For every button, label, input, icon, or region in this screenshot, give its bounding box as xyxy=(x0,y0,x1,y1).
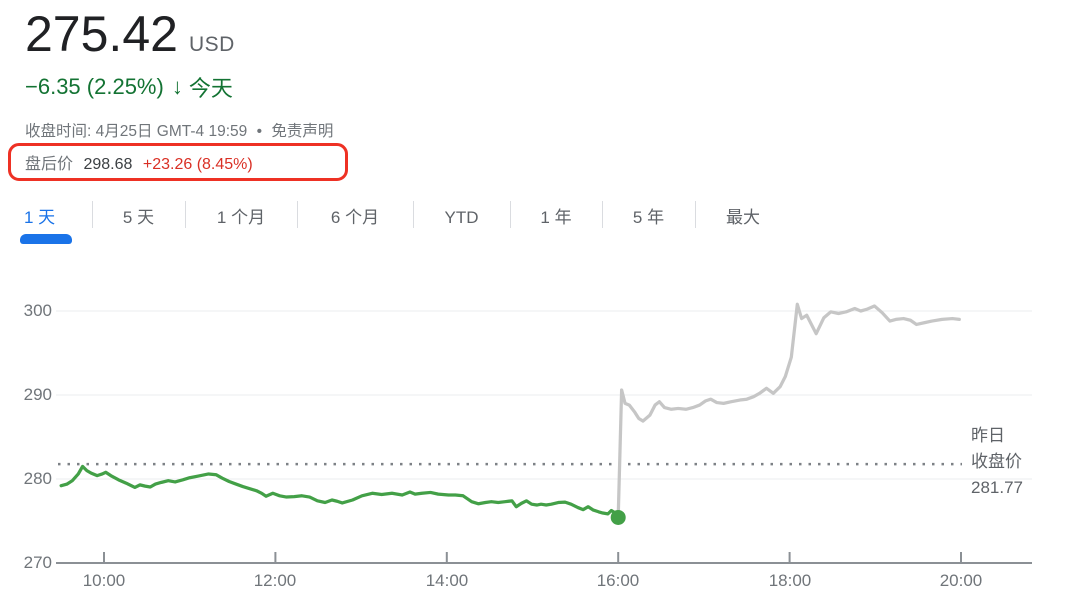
price-row: 275.42 USD xyxy=(25,4,235,64)
tab-1-month[interactable]: 1 个月 xyxy=(216,208,266,227)
tab-separator xyxy=(695,201,696,228)
tab-5-day[interactable]: 5 天 xyxy=(122,208,155,227)
after-hours-row: 盘后价 298.68 +23.26 (8.45%) xyxy=(25,150,253,174)
after-hours-price: 298.68 xyxy=(83,156,133,173)
tab-6-month[interactable]: 6 个月 xyxy=(330,208,380,227)
day-change-period: 今天 xyxy=(188,76,233,101)
tab-separator xyxy=(92,201,93,228)
y-axis-tick-label: 300 xyxy=(23,301,52,320)
x-axis-tick-label: 20:00 xyxy=(939,571,983,590)
x-axis-tick-label: 18:00 xyxy=(768,571,812,590)
active-tab-underline xyxy=(20,234,72,244)
currency-code: USD xyxy=(188,33,235,56)
tab-separator xyxy=(297,201,298,228)
x-axis-tick-label: 16:00 xyxy=(596,571,640,590)
day-change-row: −6.35 (2.25%) ↓ 今天 xyxy=(25,71,233,103)
current-price: 275.42 xyxy=(25,6,178,62)
tab-1-year[interactable]: 1 年 xyxy=(540,208,572,227)
arrow-down-icon: ↓ xyxy=(171,74,183,99)
range-tab-bar: 1 天 5 天 1 个月 6 个月 YTD 1 年 5 年 最大 xyxy=(0,197,1080,244)
disclaimer-link[interactable]: 免责声明 xyxy=(271,123,334,140)
y-axis-tick-label: 270 xyxy=(23,553,52,572)
after-hours-change: +23.26 (8.45%) xyxy=(142,156,253,173)
tab-separator xyxy=(602,201,603,228)
day-change-value: −6.35 (2.25%) xyxy=(25,74,164,99)
after-hours-label: 盘后价 xyxy=(25,156,74,173)
tab-separator xyxy=(510,201,511,228)
tab-1-day[interactable]: 1 天 xyxy=(20,198,92,244)
y-axis-tick-label: 290 xyxy=(23,385,52,404)
x-axis-tick-label: 10:00 xyxy=(82,571,126,590)
dot-separator: • xyxy=(256,123,262,140)
tab-separator xyxy=(413,201,414,228)
close-time-text: 收盘时间: 4月25日 GMT-4 19:59 xyxy=(25,123,248,140)
previous-close-label: 昨日 收盘价 281.77 xyxy=(971,426,1023,497)
tab-5-year[interactable]: 5 年 xyxy=(632,208,665,227)
x-axis-tick-label: 14:00 xyxy=(425,571,469,590)
x-axis-tick-label: 12:00 xyxy=(253,571,297,590)
tab-ytd[interactable]: YTD xyxy=(444,208,479,227)
y-axis-tick-label: 280 xyxy=(23,469,52,488)
tab-max[interactable]: 最大 xyxy=(726,208,760,227)
close-time-row: 收盘时间: 4月25日 GMT-4 19:59 • 免责声明 xyxy=(25,119,333,141)
tab-separator xyxy=(185,201,186,228)
